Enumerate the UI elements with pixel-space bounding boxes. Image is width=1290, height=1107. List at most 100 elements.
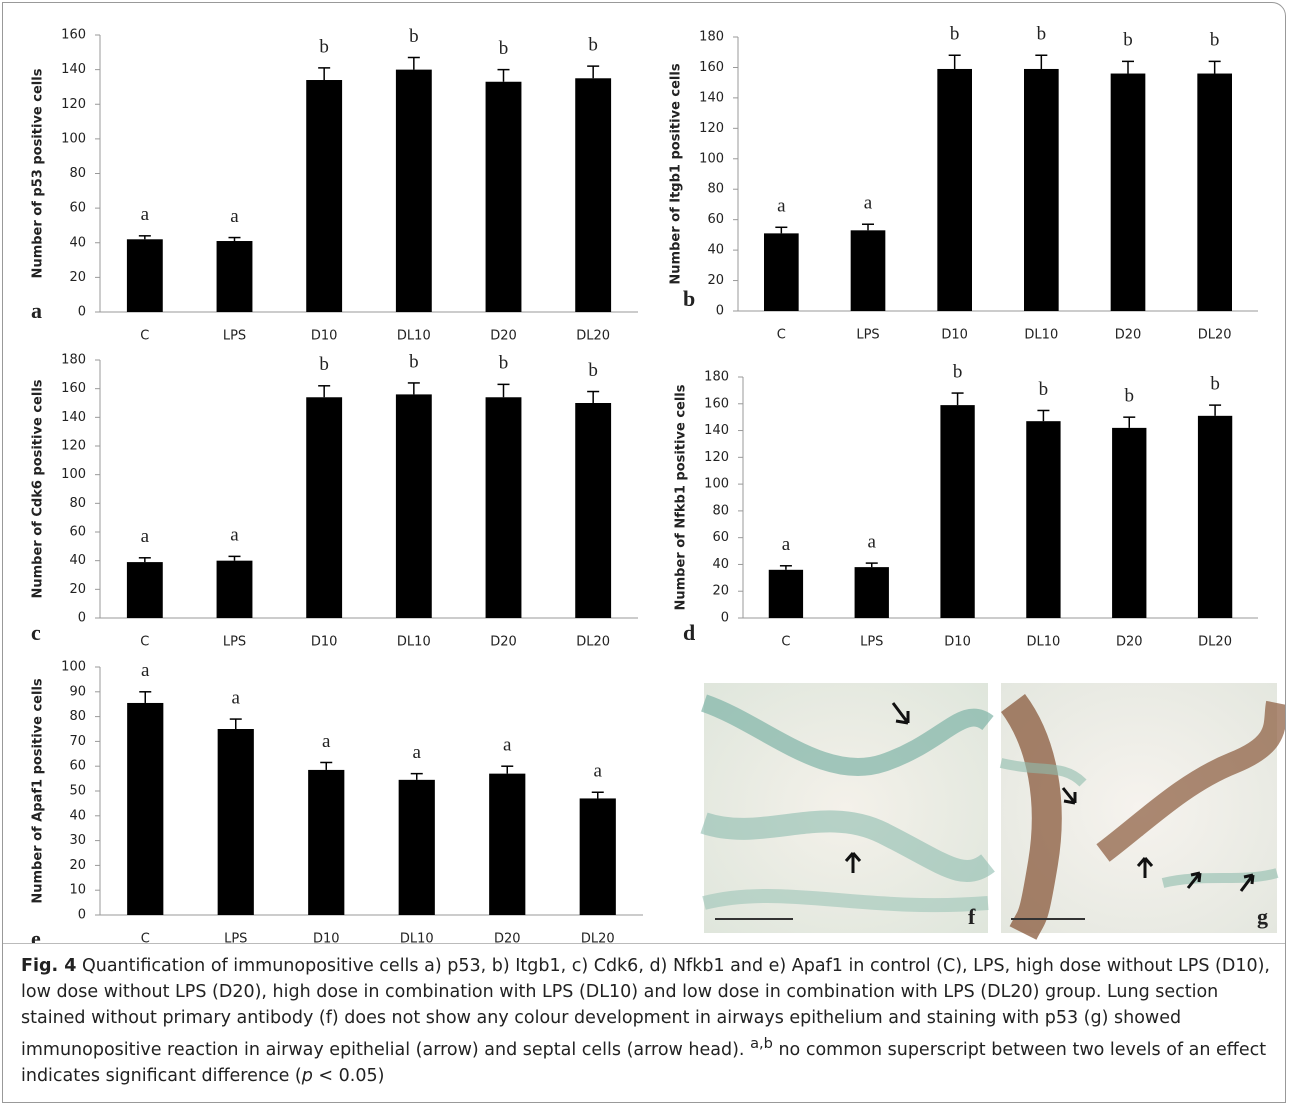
x-tick-label: DL20 [1198,635,1232,650]
y-tick-label: 120 [61,439,86,454]
significance-letter: a [230,206,239,227]
significance-letter: b [1125,386,1135,407]
bar [217,241,253,312]
significance-letter: b [1210,373,1220,394]
significance-letter: a [141,526,150,547]
significance-letter: b [953,361,963,382]
x-tick-label: DL20 [576,635,610,650]
caption-label: Fig. 4 [21,956,76,976]
micrograph-label: f [968,904,976,929]
bar [399,780,435,915]
x-tick-label: DL20 [1198,328,1232,343]
x-tick-label: D10 [311,635,338,650]
panel-label: b [683,286,695,311]
significance-letter: b [950,24,960,45]
y-tick-label: 0 [78,611,86,626]
significance-letter: b [319,354,329,375]
bar [308,770,344,915]
x-tick-label: D10 [944,635,971,650]
y-tick-label: 40 [707,243,724,258]
y-tick-label: 30 [69,833,86,848]
y-tick-label: 40 [712,557,729,572]
y-tick-label: 120 [699,121,724,136]
x-tick-label: LPS [860,635,883,650]
bar [306,397,342,618]
x-tick-label: LPS [223,329,246,344]
x-tick-label: DL10 [400,932,434,944]
y-axis-label: Number of Apaf1 positive cells [31,678,46,904]
panel-label: e [31,926,41,943]
x-tick-label: LPS [856,328,879,343]
y-tick-label: 0 [78,908,86,923]
y-tick-label: 120 [61,97,86,112]
bar [127,562,163,618]
separator [3,943,1286,944]
significance-letter: a [864,193,873,214]
bar [127,703,163,915]
significance-letter: b [1039,379,1049,400]
y-tick-label: 80 [707,182,724,197]
bar [306,80,342,312]
y-tick-label: 160 [704,396,729,411]
bar [1111,74,1146,311]
y-tick-label: 60 [69,525,86,540]
significance-letter: a [868,531,877,552]
y-tick-label: 140 [61,62,86,77]
significance-letter: b [499,353,509,374]
y-tick-label: 160 [61,381,86,396]
significance-letter: a [782,534,791,555]
bar [486,397,522,618]
y-tick-label: 40 [69,235,86,250]
y-tick-label: 60 [707,212,724,227]
y-tick-label: 20 [707,273,724,288]
y-tick-label: 160 [699,60,724,75]
y-tick-label: 40 [69,553,86,568]
y-tick-label: 70 [69,734,86,749]
y-tick-label: 20 [712,584,729,599]
caption: Fig. 4 Quantification of immunopositive … [21,953,1271,1089]
y-tick-label: 100 [704,477,729,492]
y-tick-label: 80 [69,709,86,724]
bar [489,774,525,915]
bar [937,69,972,311]
y-tick-label: 10 [69,883,86,898]
y-tick-label: 40 [69,808,86,823]
bar [580,798,616,915]
bar [1197,74,1232,311]
y-tick-label: 160 [61,28,86,43]
panel-label: c [31,620,41,645]
x-tick-label: D20 [1116,635,1143,650]
caption-text: < 0.05) [313,1066,385,1086]
y-axis-label: Number of Nfkb1 positive cells [674,384,689,610]
significance-letter: a [413,742,422,763]
x-tick-label: D20 [1115,328,1142,343]
significance-letter: b [588,360,598,381]
bar [575,78,611,312]
bar [396,394,432,618]
micrograph-g [1001,683,1277,933]
bar [764,233,799,311]
x-tick-label: D20 [490,635,517,650]
bar [127,239,163,312]
x-tick-label: C [777,328,786,343]
bar [486,82,522,312]
significance-letter: a [141,204,150,225]
significance-letter: b [588,35,598,56]
y-tick-label: 80 [712,503,729,518]
x-tick-label: D10 [311,329,338,344]
x-tick-label: C [140,635,149,650]
y-tick-label: 20 [69,270,86,285]
bar [1198,416,1232,618]
micrograph-label: g [1257,904,1268,929]
bar [769,570,803,618]
caption-superscript: a,b [750,1035,773,1052]
x-tick-label: LPS [223,635,246,650]
bar [575,403,611,618]
significance-letter: a [141,660,150,681]
bar [855,567,889,618]
x-tick-label: DL10 [397,635,431,650]
y-tick-label: 140 [61,410,86,425]
significance-letter: b [1037,24,1047,45]
bar [1112,428,1146,618]
